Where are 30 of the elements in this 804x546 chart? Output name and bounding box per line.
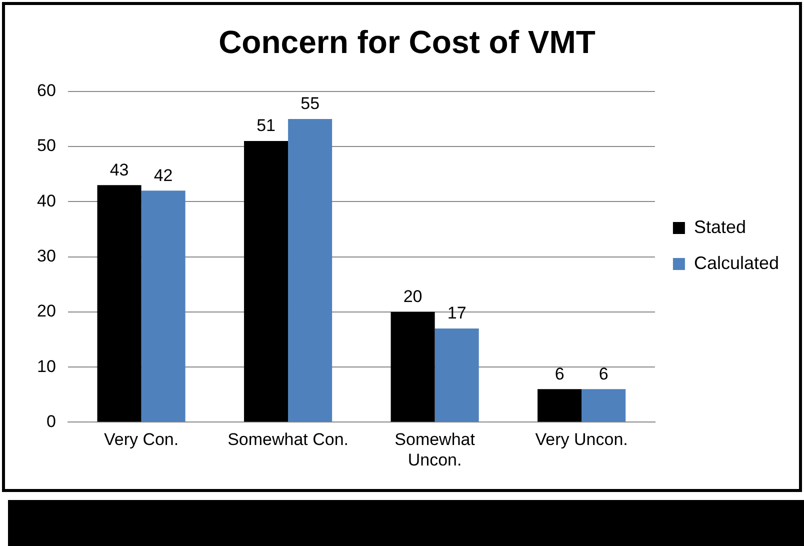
data-label: 55: [300, 94, 320, 114]
data-label: 42: [154, 166, 173, 185]
data-label: 6: [598, 364, 608, 384]
x-tick-label: Very Con.: [104, 430, 179, 450]
data-label: 17: [447, 304, 466, 323]
x-tick-label: Somewhat Con.: [228, 430, 349, 450]
legend-label: Calculated: [694, 252, 780, 273]
bar: [141, 190, 186, 422]
bar: [244, 141, 288, 422]
y-tick-label: 50: [36, 136, 56, 156]
y-tick-label: 40: [36, 191, 56, 210]
bar: [434, 328, 479, 422]
data-label: 51: [256, 116, 276, 136]
y-tick-label: 10: [36, 356, 56, 376]
data-label: 20: [403, 287, 422, 306]
y-tick-label: 0: [46, 412, 56, 431]
bar: [390, 312, 435, 422]
bar: [538, 389, 582, 422]
bar: [582, 389, 626, 422]
y-tick-label: 30: [36, 246, 56, 266]
bar: [97, 185, 142, 422]
y-tick-label: 60: [36, 81, 56, 100]
data-label: 6: [554, 364, 564, 384]
y-tick-label: 20: [36, 302, 56, 321]
chart-title: Concern for Cost of VMT: [218, 24, 596, 60]
data-label: 43: [110, 160, 129, 180]
legend-label: Stated: [694, 216, 746, 237]
x-tick-label: Somewhat Uncon.: [394, 430, 476, 470]
bar: [288, 118, 332, 422]
x-tick-label: Very Uncon.: [535, 430, 628, 450]
